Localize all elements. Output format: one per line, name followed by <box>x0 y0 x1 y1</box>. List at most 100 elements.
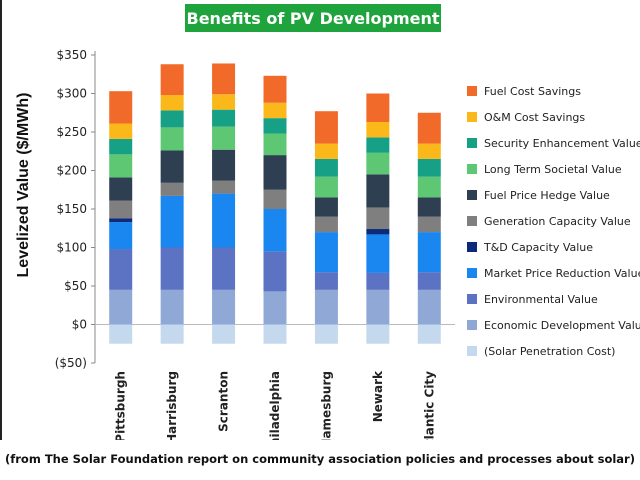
bar-segment <box>109 289 133 325</box>
legend-label: (Solar Penetration Cost) <box>484 344 616 358</box>
legend-swatch <box>467 216 477 226</box>
bar-segment <box>417 143 441 159</box>
bar-segment <box>417 289 441 325</box>
y-tick-label: $0 <box>72 318 87 332</box>
bar-segment <box>160 182 184 196</box>
bar-segment <box>314 143 338 159</box>
bar-segment <box>417 197 441 217</box>
legend-item: Security Enhancement Value <box>467 130 640 156</box>
bar-segment <box>417 216 441 233</box>
legend-label: Market Price Reduction Value <box>484 266 640 280</box>
legend-swatch <box>467 268 477 278</box>
bar-segment <box>263 189 287 209</box>
bar-segment <box>212 324 236 344</box>
chart-title-banner: Benefits of PV Development <box>185 4 441 32</box>
legend-label: Fuel Cost Savings <box>484 84 581 98</box>
bar-segment <box>109 177 133 201</box>
legend-label: O&M Cost Savings <box>484 110 586 124</box>
bar-segment <box>263 291 287 325</box>
bar-segment <box>109 222 133 250</box>
bar-segment <box>160 247 184 290</box>
bar-segment <box>212 109 236 127</box>
y-tick-label: $150 <box>56 202 87 216</box>
bar-segment <box>212 94 236 110</box>
bar-segment <box>109 324 133 344</box>
bar-segment <box>417 176 441 198</box>
legend-label: Environmental Value <box>484 292 598 306</box>
bar-segment <box>109 138 133 155</box>
legend-item: Environmental Value <box>467 286 640 312</box>
y-tick-label: $200 <box>56 164 87 178</box>
bar-segment <box>212 180 236 194</box>
y-tick-label: ($50) <box>55 356 87 370</box>
x-category-label: Scranton <box>217 371 231 432</box>
legend-item: O&M Cost Savings <box>467 104 640 130</box>
bar-segment <box>366 121 390 138</box>
bar-segment <box>212 149 236 181</box>
y-tick-label: $100 <box>56 241 87 255</box>
bar-segment <box>366 234 390 273</box>
bar-segment <box>263 324 287 344</box>
legend-item: Fuel Cost Savings <box>467 78 640 104</box>
bar-segment <box>366 207 390 230</box>
bar-segment <box>109 91 133 124</box>
legend-label: T&D Capacity Value <box>484 240 594 254</box>
bar-segment <box>366 152 390 175</box>
legend-swatch <box>467 242 477 252</box>
bar-segment <box>314 216 338 233</box>
y-tick-label: $300 <box>56 87 87 101</box>
bar-segment <box>417 324 441 344</box>
legend-label: Long Term Societal Value <box>484 162 622 176</box>
bar-segment <box>212 289 236 325</box>
legend-label: Generation Capacity Value <box>484 214 631 228</box>
bar-segment <box>314 111 338 144</box>
bar-segment <box>417 158 441 177</box>
bar-segment <box>160 195 184 248</box>
bar-segment <box>160 127 184 151</box>
bar-segment <box>212 63 236 95</box>
bar-segment <box>366 229 390 235</box>
x-category-label: Atlantic City <box>422 371 436 440</box>
bar-segment <box>417 232 441 273</box>
bar-segment <box>160 289 184 325</box>
bar-segment <box>160 324 184 344</box>
chart-title: Benefits of PV Development <box>186 8 440 28</box>
bar-segment <box>263 251 287 292</box>
bar-segment <box>314 197 338 217</box>
bar-segment <box>366 272 390 290</box>
legend-item: Long Term Societal Value <box>467 156 640 182</box>
bar-segment <box>212 126 236 150</box>
x-category-label: Pittsburgh <box>114 371 128 440</box>
bar-segment <box>314 324 338 344</box>
bar-segment <box>212 193 236 248</box>
bar-segment <box>314 158 338 177</box>
chart-legend: Fuel Cost Savings O&M Cost Savings Securit… <box>467 78 640 364</box>
bar-segment <box>109 123 133 139</box>
y-axis-label: Levelized Value ($/MWh) <box>15 92 32 278</box>
bar-segment <box>314 176 338 198</box>
legend-item: T&D Capacity Value <box>467 234 640 260</box>
bar-segment <box>314 272 338 290</box>
y-tick-label: $250 <box>56 125 87 139</box>
legend-item: Fuel Price Hedge Value <box>467 182 640 208</box>
bar-segment <box>263 133 287 156</box>
bar-segment <box>366 174 390 208</box>
legend-item: Economic Development Value <box>467 312 640 338</box>
bar-segment <box>109 218 133 223</box>
bar-segment <box>366 137 390 153</box>
legend-label: Economic Development Value <box>484 318 640 332</box>
x-category-label: Philadelphia <box>268 371 282 440</box>
bar-segment <box>417 272 441 290</box>
bar-segment <box>314 232 338 273</box>
bar-segment <box>160 110 184 128</box>
legend-swatch <box>467 294 477 304</box>
bar-segment <box>160 64 184 96</box>
legend-item: Generation Capacity Value <box>467 208 640 234</box>
bar-segment <box>160 150 184 183</box>
source-caption: (from The Solar Foundation report on com… <box>5 452 635 466</box>
legend-swatch <box>467 190 477 200</box>
x-category-label: Newark <box>371 370 385 422</box>
bar-segment <box>417 112 441 144</box>
legend-label: Security Enhancement Value <box>484 136 640 150</box>
bar-segment <box>263 102 287 119</box>
